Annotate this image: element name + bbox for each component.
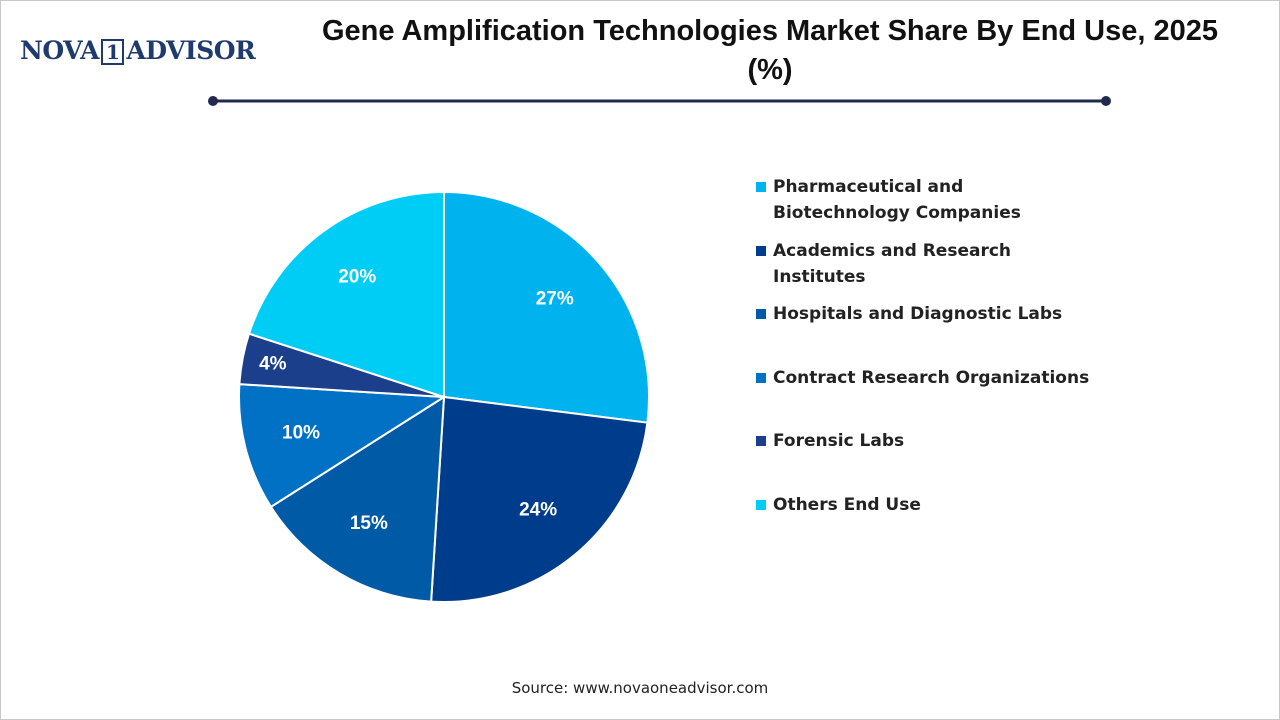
- legend-label: Pharmaceutical and Biotechnology Compani…: [773, 177, 1021, 223]
- pie-slice: [443, 190, 650, 424]
- logo-right: ADVISOR: [126, 36, 256, 65]
- pie-slice: [247, 190, 445, 399]
- rule-dot: [208, 96, 218, 106]
- logo: NOVA 1 ADVISOR: [20, 36, 256, 65]
- legend-swatch: [756, 499, 766, 510]
- legend-item: Others End Use: [756, 492, 921, 518]
- legend-item: Contract Research Organizations: [756, 365, 1089, 391]
- source: Source: www.novaoneadvisor.com: [511, 679, 769, 697]
- legend-item: Hospitals and Diagnostic Labs: [756, 301, 1062, 327]
- legend-swatch: [756, 436, 766, 446]
- legend-item: Forensic Labs: [756, 428, 904, 454]
- data-label: 24%: [519, 500, 557, 521]
- rule-dot: [1101, 96, 1111, 106]
- pie-slice: [269, 395, 446, 603]
- legend-swatch: [756, 245, 766, 256]
- legend-item: Pharmaceutical and Biotechnology Compani…: [756, 174, 1043, 226]
- data-label: 27%: [536, 288, 574, 309]
- legend-label: Forensic Labs: [773, 431, 905, 451]
- legend-swatch: [756, 182, 766, 192]
- legend-label: Contract Research Organizations: [773, 367, 1090, 388]
- data-label: 4%: [259, 353, 287, 374]
- pie-slice: [238, 383, 448, 509]
- legend-label: Others End Use: [773, 494, 921, 515]
- data-label: 20%: [338, 267, 376, 288]
- legend-swatch: [756, 372, 766, 383]
- logo-left: NOVA: [20, 36, 100, 65]
- logo-mark: 1: [101, 39, 125, 65]
- data-label: 10%: [282, 423, 320, 444]
- legend-label: Academics and Research Institutes: [773, 240, 1012, 287]
- chart-title: Gene Amplification Technologies Market S…: [321, 15, 1219, 86]
- legend-item: Academics and Research Institutes: [756, 238, 1043, 290]
- legend-swatch: [756, 309, 766, 319]
- legend-label: Hospitals and Diagnostic Labs: [773, 304, 1063, 324]
- pie-slice: [430, 395, 649, 603]
- data-label: 15%: [350, 513, 388, 534]
